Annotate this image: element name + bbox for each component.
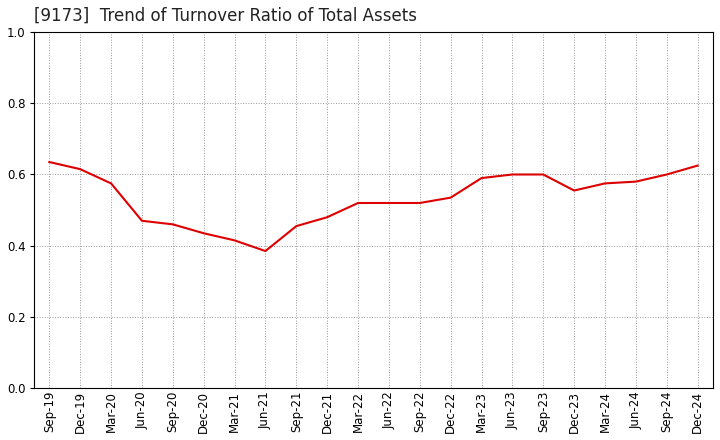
- Text: [9173]  Trend of Turnover Ratio of Total Assets: [9173] Trend of Turnover Ratio of Total …: [34, 7, 417, 25]
